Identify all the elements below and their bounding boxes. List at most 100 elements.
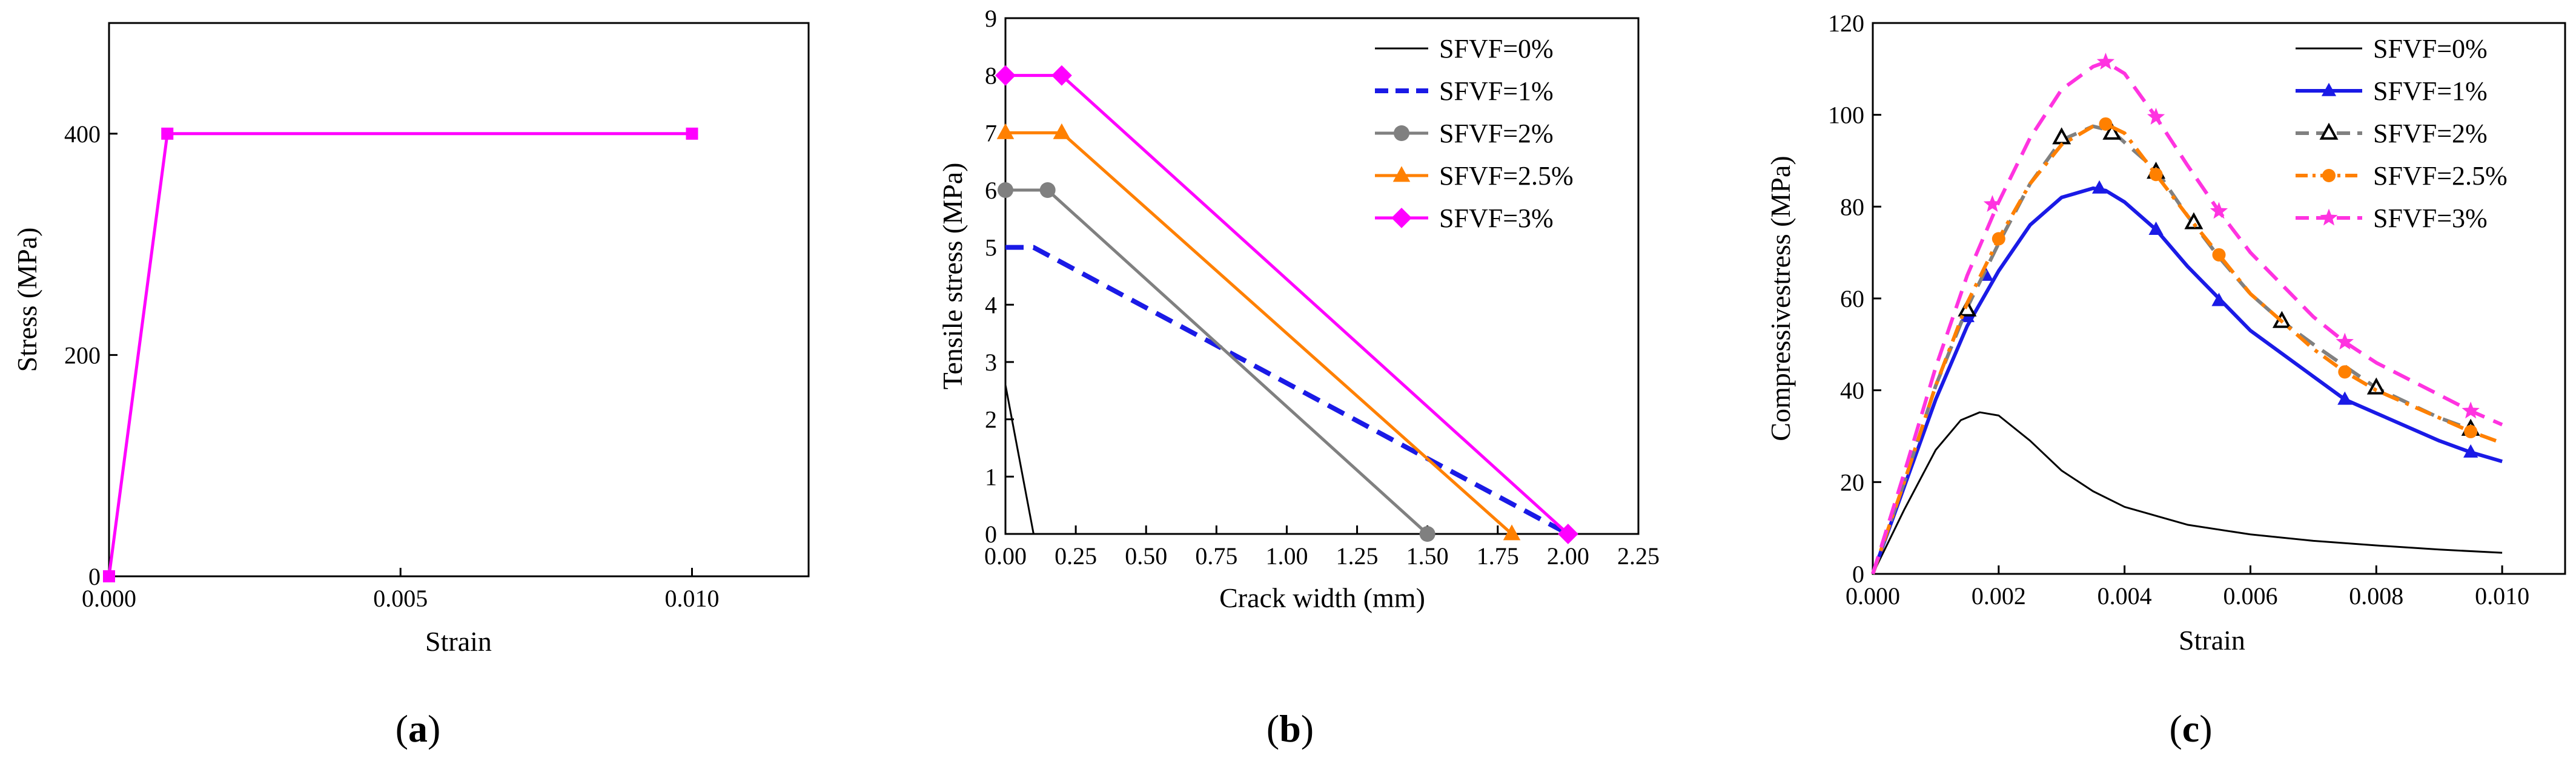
y-tick-label: 80: [1840, 193, 1864, 220]
series-line: [1005, 188, 1429, 535]
y-tick-label: 7: [985, 119, 997, 146]
y-tick-label: 120: [1828, 10, 1864, 37]
series-4: [1871, 53, 2503, 574]
series-4: [995, 65, 1578, 544]
panel-c-label: (c): [2169, 707, 2212, 750]
legend-marker: [1394, 125, 1409, 141]
panel-b-series: [995, 65, 1578, 544]
data-point: [2463, 444, 2478, 458]
y-tick-label: 0: [985, 521, 997, 548]
x-tick-label: 0.000: [82, 585, 136, 612]
x-tick-label: 0.010: [665, 585, 720, 612]
x-tick-label: 0.005: [373, 585, 428, 612]
y-tick-label: 0: [1852, 561, 1864, 588]
series-line: [1004, 384, 1035, 535]
panel-b-plot-frame: [1004, 17, 1640, 535]
legend-entry: SFVF=0%: [1375, 34, 1554, 64]
data-point: [686, 127, 698, 140]
data-point: [1053, 123, 1071, 139]
x-tick-label: 0.004: [2098, 582, 2152, 610]
series-line: [1005, 131, 1513, 535]
legend-entry: SFVF=3%: [2296, 203, 2488, 233]
data-point: [1958, 299, 1977, 317]
legend-label: SFVF=0%: [2373, 34, 2488, 64]
y-tick-label: 6: [985, 177, 997, 204]
x-tick-label: 1.75: [1477, 542, 1519, 570]
x-tick-label: 0.010: [2475, 582, 2529, 610]
legend-marker: [2320, 208, 2338, 226]
x-tick-label: 1.50: [1406, 542, 1449, 570]
panel-a-plot-frame: [108, 22, 810, 578]
y-tick-label: 0: [88, 563, 101, 590]
data-point: [1039, 182, 1056, 198]
series-line: [107, 132, 692, 577]
series-line: [1871, 60, 2503, 574]
y-tick-label: 400: [64, 120, 101, 148]
panel-a-label: (a): [396, 707, 441, 750]
panel-a-ticks: 0.000 0.005 0.010 0 200 400: [64, 120, 720, 612]
data-point: [2091, 180, 2107, 194]
series-1: [1871, 180, 2503, 575]
y-tick-label: 3: [985, 349, 997, 376]
data-point: [2147, 108, 2165, 125]
panel-c-letter: c: [2182, 707, 2199, 750]
data-point: [2211, 292, 2227, 306]
legend-marker: [2322, 169, 2336, 182]
legend-entry: SFVF=2%: [2296, 119, 2488, 148]
y-tick-label: 5: [985, 234, 997, 262]
data-point: [1992, 232, 2005, 246]
series-line: [1871, 186, 2503, 575]
series-3: [1871, 117, 2503, 574]
panel-a-letter: a: [408, 707, 428, 750]
legend-label: SFVF=2.5%: [2373, 161, 2508, 191]
x-tick-label: 0.00: [984, 542, 1027, 570]
series-2: [998, 182, 1435, 542]
panel-b-label: (b): [1266, 707, 1314, 750]
legend-label: SFVF=0%: [1439, 34, 1554, 64]
series-1: [1005, 245, 1569, 536]
data-point: [2212, 248, 2226, 262]
data-point: [161, 127, 174, 140]
y-tick-label: 4: [985, 291, 997, 318]
y-tick-label: 40: [1840, 377, 1864, 404]
legend-label: SFVF=2%: [2373, 119, 2488, 148]
data-point: [2149, 168, 2163, 182]
series-3: [996, 123, 1521, 541]
panel-b-tensile-stress-chart: 0.00 0.25 0.50 0.75 1.00 1.25 1.50 1.75 2.00 2.25…: [937, 5, 1660, 750]
panel-c-ticks: 0.000 0.002 0.004 0.006 0.008 0.010 0 20 40 60 80 1…: [1828, 10, 2529, 610]
panel-c-x-axis-label: Strain: [2179, 625, 2245, 656]
x-tick-label: 0.008: [2349, 582, 2403, 610]
panel-a-stress-strain-chart: 0.000 0.005 0.010 0 200 400 Strain Stress (MP…: [12, 22, 810, 750]
panel-c-series: [1871, 53, 2503, 575]
series-line: [1872, 411, 2503, 574]
series-0: [103, 127, 698, 582]
legend-entry: SFVF=2.5%: [2296, 161, 2508, 191]
series-line: [1871, 124, 2472, 574]
legend-label: SFVF=3%: [2373, 203, 2488, 233]
panel-c-y-axis-label: Compressivestress (MPa): [1765, 156, 1796, 441]
x-tick-label: 2.00: [1547, 542, 1589, 570]
y-tick-label: 100: [1828, 102, 1864, 129]
data-point: [2338, 365, 2352, 379]
panel-c-legend: SFVF=0% SFVF=1% SFVF=2% SFVF=2.5% SFVF=3%: [2296, 34, 2508, 233]
x-tick-label: 0.002: [1972, 582, 2026, 610]
legend-label: SFVF=1%: [2373, 76, 2488, 106]
y-tick-label: 8: [985, 62, 997, 90]
legend-entry: SFVF=2%: [1375, 119, 1554, 148]
data-point: [998, 182, 1013, 198]
x-tick-label: 1.00: [1265, 542, 1308, 570]
panel-a-y-axis-label: Stress (MPa): [12, 228, 42, 372]
y-tick-label: 200: [64, 341, 101, 369]
data-point: [2148, 222, 2164, 235]
x-tick-label: 2.25: [1617, 542, 1660, 570]
x-tick-label: 0.006: [2223, 582, 2277, 610]
panel-a-x-axis-label: Strain: [425, 626, 492, 657]
data-point: [995, 65, 1016, 86]
data-point: [2102, 122, 2122, 140]
panel-b-y-axis-label: Tensile stress (MPa): [937, 163, 968, 390]
data-point: [1051, 65, 1072, 86]
panel-c-compressive-stress-chart: 0.000 0.002 0.004 0.006 0.008 0.010 0 20 40 60 80 1…: [1765, 10, 2566, 750]
x-tick-label: 1.25: [1336, 542, 1379, 570]
panel-b-letter: b: [1279, 707, 1301, 750]
